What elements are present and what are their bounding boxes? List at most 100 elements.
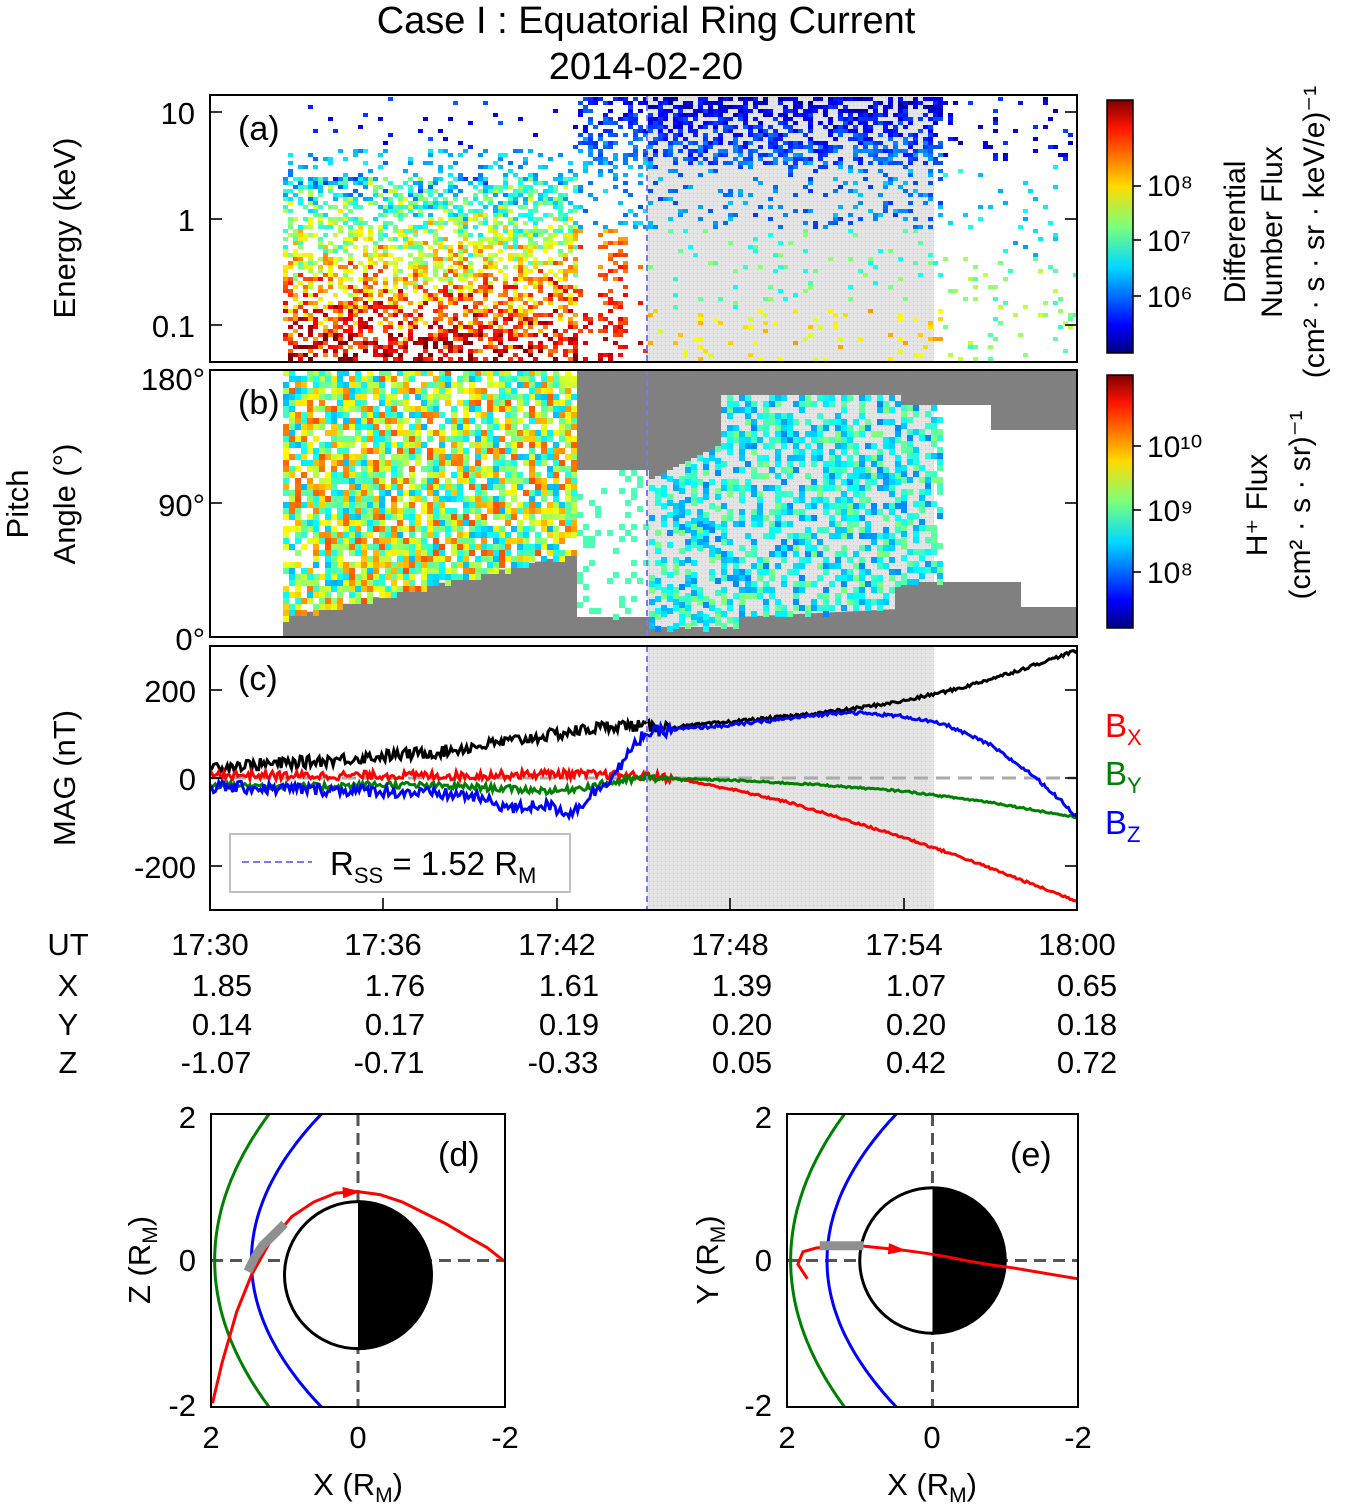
spectrogram-cell: [558, 297, 563, 301]
panel-a-label: (a): [238, 110, 280, 148]
spectrogram-cell: [868, 105, 873, 109]
spectrogram-cell: [423, 265, 428, 269]
spectrogram-cell: [473, 213, 478, 217]
pitch-angle-cell: [709, 455, 715, 461]
spectrogram-cell: [763, 109, 768, 113]
pitch-angle-cell: [493, 544, 499, 550]
spectrogram-cell: [338, 245, 343, 249]
pitch-angle-cell: [289, 442, 295, 448]
spectrogram-cell: [348, 313, 353, 317]
spectrogram-cell: [513, 225, 518, 229]
pitch-angle-cell: [667, 572, 673, 578]
pitch-angle-cell: [565, 484, 571, 490]
pitch-angle-cell: [397, 532, 403, 538]
spectrogram-cell: [303, 165, 308, 169]
spectrogram-cell: [858, 117, 863, 121]
spectrogram-cell: [843, 181, 848, 185]
pitch-angle-cell: [409, 568, 415, 574]
pitch-angle-cell: [451, 538, 457, 544]
spectrogram-cell: [338, 265, 343, 269]
pitch-angle-cell: [733, 581, 739, 587]
pitch-angle-cell: [475, 496, 481, 502]
spectrogram-cell: [443, 149, 448, 153]
pitch-angle-cell: [571, 394, 577, 400]
spectrogram-cell: [538, 233, 543, 237]
spectrogram-cell: [418, 245, 423, 249]
pitch-angle-cell: [511, 424, 517, 430]
no-coverage-cell: [715, 370, 721, 446]
pitch-angle-cell: [589, 560, 595, 566]
pitch-angle-cell: [385, 370, 391, 376]
pitch-angle-cell: [475, 532, 481, 538]
pitch-angle-cell: [439, 394, 445, 400]
spectrogram-cell: [283, 281, 288, 285]
spectrogram-cell: [388, 245, 393, 249]
spectrogram-cell: [448, 345, 453, 349]
spectrogram-cell: [428, 205, 433, 209]
spectrogram-cell: [613, 165, 618, 169]
pitch-angle-cell: [757, 497, 763, 503]
spectrogram-cell: [823, 225, 828, 229]
spectrogram-cell: [508, 333, 513, 337]
pitch-angle-cell: [415, 490, 421, 496]
pitch-angle-cell: [517, 550, 523, 556]
spectrogram-cell: [553, 109, 558, 113]
pitch-angle-cell: [523, 544, 529, 550]
spectrogram-cell: [803, 185, 808, 189]
pitch-angle-cell: [547, 382, 553, 388]
spectrogram-cell: [563, 241, 568, 245]
pitch-angle-cell: [541, 430, 547, 436]
pitch-angle-cell: [421, 394, 427, 400]
no-coverage-cell: [355, 601, 361, 637]
spectrogram-cell: [323, 201, 328, 205]
pitch-angle-cell: [733, 485, 739, 491]
spectrogram-cell: [778, 265, 783, 269]
pitch-angle-cell: [745, 575, 751, 581]
pitch-angle-cell: [535, 520, 541, 526]
pitch-angle-cell: [373, 574, 379, 580]
pitch-angle-cell: [817, 575, 823, 581]
spectrogram-cell: [1003, 249, 1008, 253]
pitch-angle-cell: [553, 406, 559, 412]
spectrogram-cell: [403, 197, 408, 201]
spectrogram-cell: [433, 309, 438, 313]
pitch-angle-cell: [625, 476, 631, 482]
spectrogram-cell: [518, 277, 523, 281]
pitch-angle-cell: [463, 418, 469, 424]
spectrogram-cell: [573, 301, 578, 305]
pitch-angle-cell: [331, 454, 337, 460]
pitch-angle-cell: [505, 472, 511, 478]
no-coverage-cell: [817, 370, 823, 395]
spectrogram-cell: [413, 285, 418, 289]
spectrogram-cell: [693, 109, 698, 113]
spectrogram-cell: [1018, 101, 1023, 105]
pitch-angle-cell: [601, 488, 607, 494]
pitch-angle-cell: [685, 467, 691, 473]
pitch-angle-cell: [511, 442, 517, 448]
pitch-angle-cell: [571, 412, 577, 418]
spectrogram-cell: [678, 121, 683, 125]
spectrogram-cell: [503, 301, 508, 305]
spectrogram-cell: [663, 149, 668, 153]
spectrogram-cell: [308, 277, 313, 281]
pitch-angle-cell: [511, 472, 517, 478]
spectrogram-cell: [658, 137, 663, 141]
pitch-angle-cell: [571, 484, 577, 490]
pitch-angle-cell: [769, 443, 775, 449]
pitch-angle-cell: [457, 460, 463, 466]
pitch-angle-cell: [421, 388, 427, 394]
pitch-angle-cell: [439, 436, 445, 442]
spectrogram-cell: [648, 117, 653, 121]
spectrogram-cell: [408, 205, 413, 209]
pitch-angle-cell: [409, 574, 415, 580]
pitch-angle-cell: [649, 515, 655, 521]
pitch-angle-cell: [379, 550, 385, 556]
pitch-angle-cell: [445, 370, 451, 376]
pitch-angle-cell: [571, 532, 577, 538]
pitch-angle-cell: [331, 574, 337, 580]
spectrogram-cell: [1053, 289, 1058, 293]
pitch-angle-cell: [727, 509, 733, 515]
spectrogram-cell: [563, 309, 568, 313]
pitch-angle-cell: [481, 454, 487, 460]
spectrogram-cell: [298, 245, 303, 249]
